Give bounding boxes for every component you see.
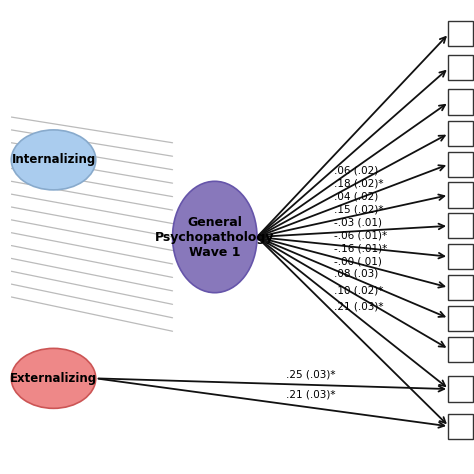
FancyBboxPatch shape [448, 213, 473, 238]
Text: -.16 (.01)*: -.16 (.01)* [334, 243, 387, 253]
Text: .06 (.02): .06 (.02) [334, 165, 378, 175]
Text: .25 (.03)*: .25 (.03)* [286, 369, 336, 379]
Text: .10 (.02)*: .10 (.02)* [334, 286, 383, 296]
Text: .21 (.03)*: .21 (.03)* [334, 301, 383, 311]
Text: .08 (.03): .08 (.03) [334, 269, 378, 279]
Ellipse shape [11, 348, 96, 409]
FancyBboxPatch shape [448, 275, 473, 300]
FancyBboxPatch shape [448, 376, 473, 401]
FancyBboxPatch shape [448, 152, 473, 177]
FancyBboxPatch shape [448, 121, 473, 146]
Text: General
Psychopathology
Wave 1: General Psychopathology Wave 1 [155, 216, 274, 258]
Text: -.03 (.01): -.03 (.01) [334, 217, 382, 227]
Ellipse shape [173, 182, 257, 292]
FancyBboxPatch shape [448, 55, 473, 81]
FancyBboxPatch shape [448, 21, 473, 46]
Text: -.06 (.01)*: -.06 (.01)* [334, 230, 387, 240]
FancyBboxPatch shape [448, 306, 473, 331]
Text: .04 (.02): .04 (.02) [334, 191, 378, 201]
FancyBboxPatch shape [448, 337, 473, 362]
FancyBboxPatch shape [448, 182, 473, 208]
Text: -.00 (.01): -.00 (.01) [334, 256, 382, 266]
Text: .15 (.02)*: .15 (.02)* [334, 204, 383, 214]
Ellipse shape [11, 130, 96, 190]
Text: .21 (.03)*: .21 (.03)* [286, 390, 336, 400]
FancyBboxPatch shape [448, 90, 473, 115]
Text: Externalizing: Externalizing [10, 372, 97, 385]
FancyBboxPatch shape [448, 414, 473, 439]
Text: .18 (.02)*: .18 (.02)* [334, 178, 383, 188]
Text: Internalizing: Internalizing [11, 154, 96, 166]
FancyBboxPatch shape [448, 244, 473, 269]
